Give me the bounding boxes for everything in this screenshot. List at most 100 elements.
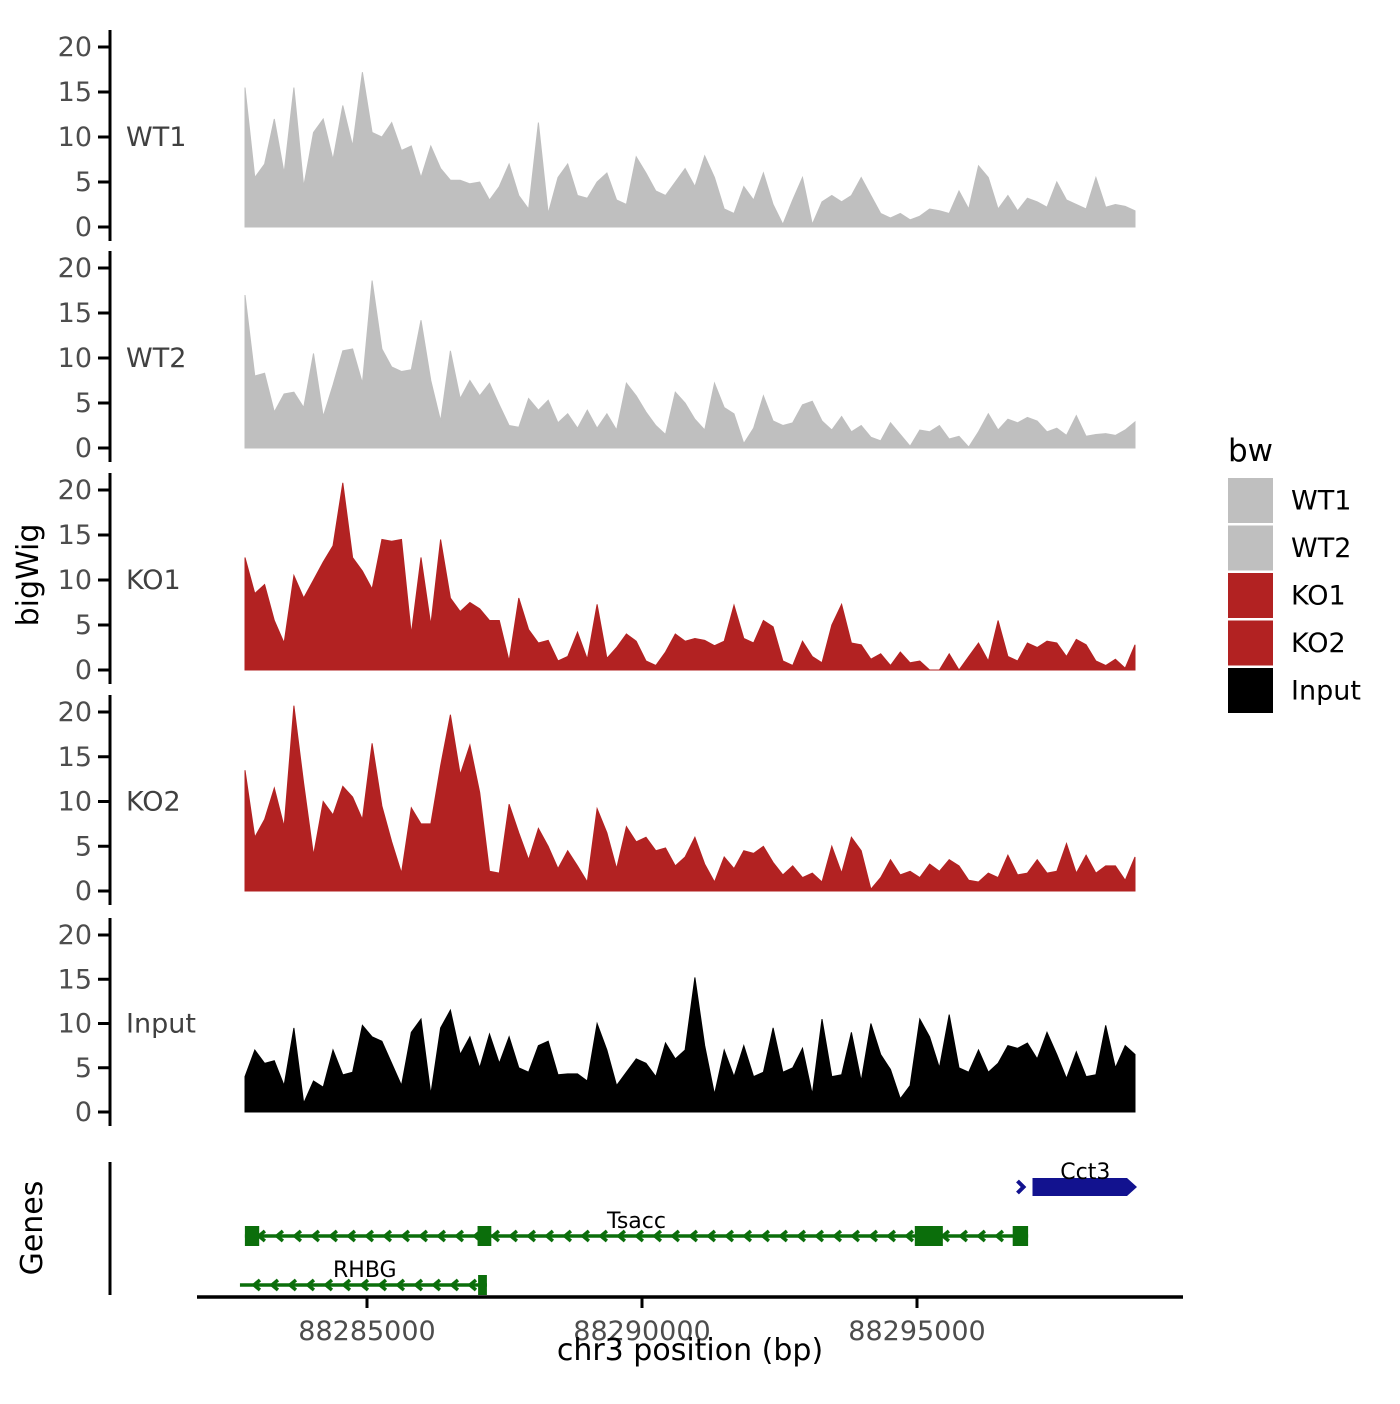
- legend-entry-ko1: KO1: [1228, 573, 1346, 618]
- track-label-wt1: WT1: [126, 122, 186, 153]
- strand-arrow-icon: [305, 1278, 316, 1292]
- y-tick-label: 5: [75, 388, 92, 419]
- legend-swatch-ko1: [1228, 573, 1273, 618]
- strand-arrow-icon: [413, 1278, 424, 1292]
- strand-arrow-icon: [364, 1229, 375, 1243]
- gene-name-label: Cct3: [1060, 1160, 1110, 1185]
- y-tick-label: 20: [58, 253, 92, 284]
- strand-arrow-icon: [634, 1229, 645, 1243]
- strand-arrow-icon: [292, 1229, 303, 1243]
- y-tick-label: 0: [75, 433, 92, 464]
- strand-arrow-icon: [400, 1229, 411, 1243]
- gene-exon-box: [477, 1226, 492, 1246]
- coverage-area-input: [244, 977, 1136, 1113]
- y-tick-label: 10: [58, 343, 92, 374]
- y-tick-label: 10: [58, 122, 92, 153]
- strand-arrow-icon: [323, 1278, 334, 1292]
- coverage-area-ko1: [244, 482, 1136, 671]
- y-tick-label: 5: [75, 831, 92, 862]
- strand-arrow-icon: [508, 1229, 519, 1243]
- strand-arrow-icon: [724, 1229, 735, 1243]
- y-tick-label: 20: [58, 32, 92, 63]
- strand-arrow-icon: [904, 1229, 915, 1243]
- legend-swatch-wt2: [1228, 525, 1273, 571]
- y-tick-label: 10: [58, 787, 92, 818]
- gene-cct3: Cct3: [1016, 1160, 1137, 1196]
- coverage-area-wt2: [244, 280, 1136, 449]
- strand-arrow-icon: [652, 1229, 663, 1243]
- y-tick-label: 10: [58, 565, 92, 596]
- strand-arrow-icon: [467, 1278, 478, 1292]
- strand-arrow-icon: [418, 1229, 429, 1243]
- x-tick-label: 88290000: [573, 1316, 710, 1347]
- strand-arrow-icon: [616, 1229, 627, 1243]
- strand-arrow-icon: [814, 1229, 825, 1243]
- x-axis-layer: 88285000 88290000 88295000: [197, 1295, 1183, 1347]
- strand-arrow-icon: [760, 1229, 771, 1243]
- legend-entry-input: Input: [1228, 668, 1361, 713]
- y-tick-label: 10: [58, 1009, 92, 1040]
- y-tick-label: 5: [75, 1053, 92, 1084]
- x-axis-title: chr3 position (bp): [557, 1333, 823, 1368]
- strand-arrow-icon: [377, 1278, 388, 1292]
- genes-panel-title: Genes: [15, 1181, 50, 1276]
- coverage-area-wt1: [244, 72, 1136, 228]
- strand-arrow-icon: [688, 1229, 699, 1243]
- track-panel-ko2: 0 5 10 15 20 KO2: [58, 695, 1136, 907]
- strand-arrow-icon: [886, 1229, 897, 1243]
- strand-arrow-icon: [562, 1229, 573, 1243]
- x-tick-label: 88295000: [848, 1316, 985, 1347]
- y-tick-label: 15: [58, 298, 92, 329]
- strand-arrow-icon: [274, 1229, 285, 1243]
- strand-arrow-icon: [287, 1278, 298, 1292]
- legend-label-wt1: WT1: [1291, 486, 1351, 517]
- strand-arrow-icon: [359, 1278, 370, 1292]
- legend-label-ko2: KO2: [1291, 628, 1346, 659]
- strand-arrow-icon: [958, 1229, 969, 1243]
- legend-entry-ko2: KO2: [1228, 620, 1346, 666]
- gene-exon-box: [914, 1226, 943, 1246]
- gene-tsacc: Tsacc: [244, 1209, 1029, 1246]
- legend-label-wt2: WT2: [1291, 533, 1351, 564]
- strand-arrow-icon: [310, 1229, 321, 1243]
- strand-arrow-icon: [976, 1229, 987, 1243]
- strand-arrow-icon: [706, 1229, 717, 1243]
- strand-arrow-icon: [832, 1229, 843, 1243]
- strand-arrow-icon: [341, 1278, 352, 1292]
- legend-entry-wt1: WT1: [1228, 478, 1351, 523]
- legend-label-ko1: KO1: [1291, 581, 1346, 612]
- track-panel-wt2: 0 5 10 15 20 WT2: [58, 251, 1136, 464]
- y-tick-label: 5: [75, 167, 92, 198]
- strand-arrow-icon: [940, 1229, 951, 1243]
- gene-name-label: Tsacc: [606, 1209, 666, 1234]
- legend-label-input: Input: [1291, 676, 1361, 707]
- y-tick-label: 0: [75, 1097, 92, 1128]
- x-tick-label: 88285000: [298, 1316, 435, 1347]
- legend-swatch-input: [1228, 668, 1273, 713]
- y-tick-label: 0: [75, 212, 92, 243]
- strand-arrow-icon: [670, 1229, 681, 1243]
- genes-track-layer: Cct3 Tsacc RHBG: [108, 1160, 1137, 1295]
- strand-arrow-icon: [598, 1229, 609, 1243]
- strand-arrow-icon: [868, 1229, 879, 1243]
- y-tick-label: 15: [58, 964, 92, 995]
- strand-arrow-icon: [449, 1278, 460, 1292]
- strand-arrow-icon: [796, 1229, 807, 1243]
- strand-arrow-icon: [580, 1229, 591, 1243]
- y-tick-label: 0: [75, 876, 92, 907]
- y-tick-label: 20: [58, 697, 92, 728]
- strand-arrow-icon: [431, 1278, 442, 1292]
- strand-arrow-icon: [490, 1229, 501, 1243]
- y-axis-title: bigWig: [11, 524, 46, 627]
- signal-tracks-layer: 0 5 10 15 20 WT1 0 5 10 15 20 WT2 0 5 10 15 20 KO1 0 5 10 15 2…: [58, 30, 1136, 1128]
- track-panel-ko1: 0 5 10 15 20 KO1: [58, 473, 1136, 686]
- y-tick-label: 5: [75, 610, 92, 641]
- strand-arrow-icon: [778, 1229, 789, 1243]
- gene-rhbg: RHBG: [239, 1258, 487, 1295]
- track-panel-input: 0 5 10 15 20 Input: [58, 918, 1136, 1128]
- y-tick-label: 15: [58, 77, 92, 108]
- strand-arrow-icon: [328, 1229, 339, 1243]
- gene-body-box: [1032, 1178, 1137, 1196]
- y-tick-label: 15: [58, 520, 92, 551]
